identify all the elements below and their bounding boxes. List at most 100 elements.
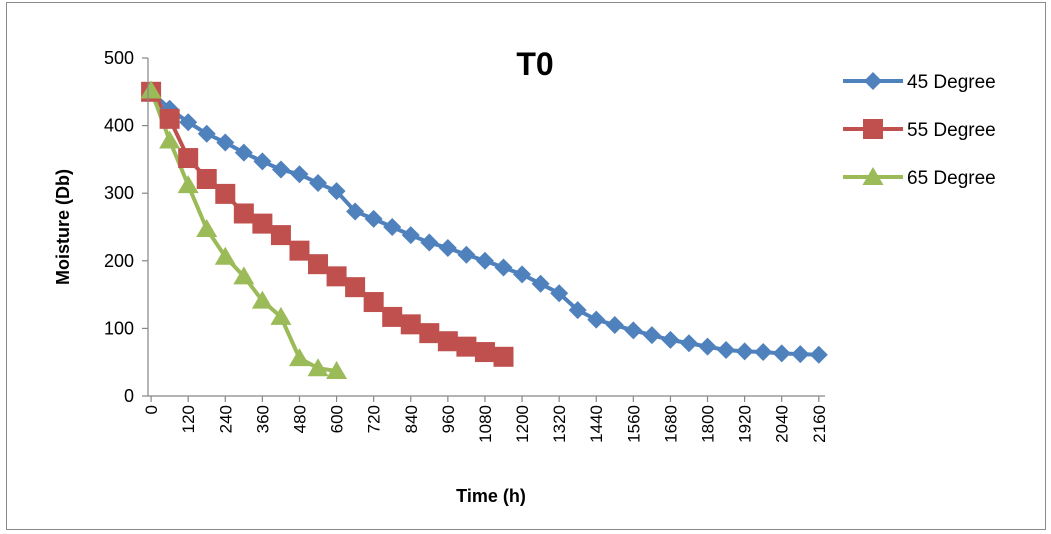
data-point-diamond xyxy=(401,226,420,245)
x-tick-label: 360 xyxy=(253,405,272,433)
x-tick-label: 2040 xyxy=(773,405,792,443)
data-point-triangle xyxy=(177,175,199,194)
line-chart: 0 100 200 300 400 500 0 120 240 360 480 600 720 840 96… xyxy=(53,46,996,506)
y-tick-label: 100 xyxy=(104,318,134,338)
x-tick-label: 1080 xyxy=(476,405,495,443)
x-tick-label: 480 xyxy=(290,405,309,433)
data-point-square xyxy=(159,108,180,129)
data-point-triangle xyxy=(159,130,181,149)
data-point-square xyxy=(289,240,310,261)
data-point-diamond xyxy=(642,326,661,345)
chart-title: T0 xyxy=(516,46,553,82)
data-point-triangle xyxy=(326,360,348,379)
data-point-diamond xyxy=(513,265,532,284)
data-point-diamond xyxy=(531,274,550,293)
data-point-square xyxy=(456,336,477,357)
data-point-square xyxy=(233,203,254,224)
data-point-diamond xyxy=(754,343,773,362)
data-point-diamond xyxy=(605,316,624,335)
data-point-diamond xyxy=(420,233,439,252)
data-point-diamond xyxy=(587,310,606,329)
data-point-diamond xyxy=(550,284,569,303)
data-point-diamond xyxy=(698,337,717,356)
x-tick-label: 1920 xyxy=(736,405,755,443)
x-tick-label: 1560 xyxy=(624,405,643,443)
x-tick-label: 720 xyxy=(365,405,384,433)
legend-marker-triangle xyxy=(862,167,884,185)
data-point-triangle xyxy=(196,219,218,238)
data-point-triangle xyxy=(140,80,162,99)
x-tick-label: 2160 xyxy=(810,405,829,443)
data-point-diamond xyxy=(791,345,810,364)
data-point-diamond xyxy=(661,330,680,349)
data-point-triangle xyxy=(233,266,255,285)
data-point-square xyxy=(493,346,514,367)
x-tick-label: 960 xyxy=(439,405,458,433)
y-tick-label: 200 xyxy=(104,251,134,271)
data-point-square xyxy=(345,277,366,298)
data-point-square xyxy=(178,148,199,169)
data-point-diamond xyxy=(772,344,791,363)
data-point-diamond xyxy=(234,143,253,162)
y-tick-label: 0 xyxy=(124,386,134,406)
data-point-triangle xyxy=(214,246,236,265)
data-point-triangle xyxy=(307,358,329,377)
data-point-diamond xyxy=(197,124,216,143)
data-point-square xyxy=(419,323,440,344)
x-tick-label: 120 xyxy=(179,405,198,433)
data-point-square xyxy=(382,306,403,327)
y-tick-label: 400 xyxy=(104,116,134,136)
legend: 45 Degree 55 Degree 65 Degree xyxy=(843,72,996,189)
data-point-square xyxy=(326,266,347,287)
data-point-diamond xyxy=(494,258,513,277)
data-point-diamond xyxy=(327,182,346,201)
data-point-diamond xyxy=(475,251,494,270)
x-tick-label: 1320 xyxy=(550,405,569,443)
data-point-diamond xyxy=(309,174,328,193)
data-point-diamond xyxy=(735,342,754,361)
x-tick-label: 0 xyxy=(142,405,161,414)
data-point-diamond xyxy=(717,341,736,360)
data-point-diamond xyxy=(457,245,476,264)
data-point-triangle xyxy=(251,290,273,309)
data-point-diamond xyxy=(438,238,457,257)
legend-label: 65 Degree xyxy=(907,168,996,189)
x-tick-label: 1800 xyxy=(699,405,718,443)
data-point-square xyxy=(474,342,495,363)
data-point-diamond xyxy=(568,301,587,320)
data-point-square xyxy=(400,314,421,335)
data-point-diamond xyxy=(253,152,272,171)
x-tick-label: 1680 xyxy=(661,405,680,443)
series-line-3 xyxy=(149,89,337,373)
legend-label: 45 Degree xyxy=(907,72,996,93)
data-point-square xyxy=(437,331,458,352)
x-tick-label: 600 xyxy=(328,405,347,433)
x-tick-label: 1200 xyxy=(513,405,532,443)
x-tick-label: 1440 xyxy=(587,405,606,443)
data-point-diamond xyxy=(271,160,290,179)
data-point-square xyxy=(270,225,291,246)
data-point-diamond xyxy=(346,202,365,221)
x-tick-label: 840 xyxy=(402,405,421,433)
data-point-square xyxy=(215,183,236,204)
data-point-diamond xyxy=(624,321,643,340)
data-point-diamond xyxy=(179,113,198,132)
x-tick-label: 240 xyxy=(216,405,235,433)
data-point-diamond xyxy=(809,345,828,364)
chart-frame: 0 100 200 300 400 500 0 120 240 360 480 600 720 840 96… xyxy=(6,2,1046,530)
legend-marker-diamond xyxy=(864,72,882,90)
data-point-square xyxy=(252,213,273,234)
data-point-square xyxy=(363,292,384,313)
legend-label: 55 Degree xyxy=(907,120,996,141)
y-tick-label: 300 xyxy=(104,183,134,203)
data-point-triangle xyxy=(288,348,310,367)
data-point-diamond xyxy=(290,165,309,184)
x-axis-title: Time (h) xyxy=(456,486,526,506)
y-tick-label: 500 xyxy=(104,48,134,68)
data-point-square xyxy=(196,169,217,190)
legend-marker-square xyxy=(863,119,883,139)
data-point-diamond xyxy=(383,218,402,236)
data-point-triangle xyxy=(270,306,292,325)
data-point-diamond xyxy=(216,133,235,152)
data-point-diamond xyxy=(679,334,698,353)
